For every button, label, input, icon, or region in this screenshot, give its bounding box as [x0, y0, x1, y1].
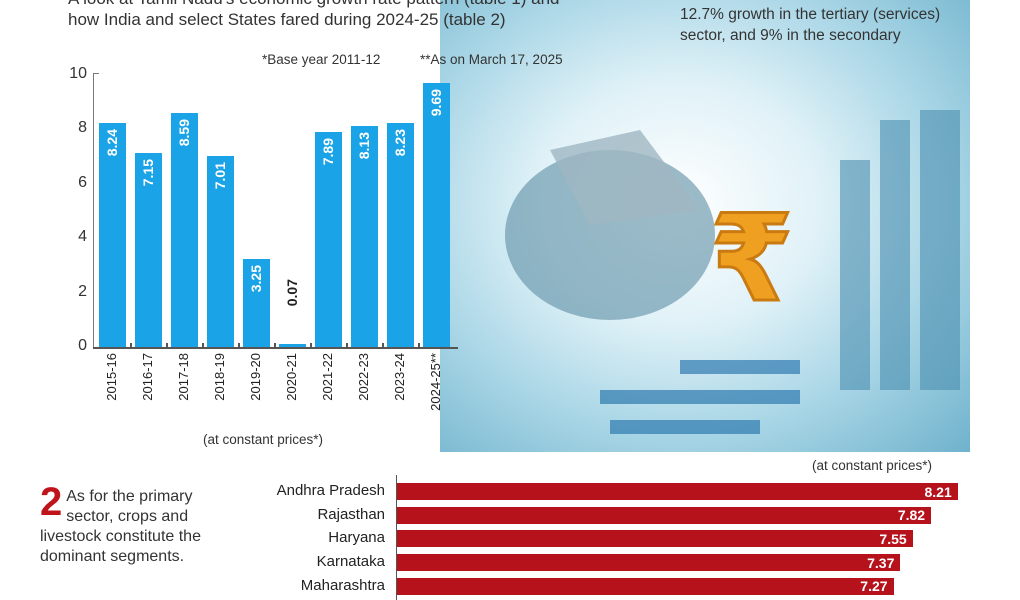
x-axis [93, 347, 458, 349]
tertiary-growth-text: 12.7% growth in the tertiary (services) … [680, 6, 941, 44]
state-value-label: 7.27 [860, 578, 888, 595]
point-number: 2 [40, 480, 63, 524]
bar [135, 152, 162, 347]
x-tick [274, 343, 276, 349]
state-label: Maharashtra [300, 576, 385, 594]
bar [279, 344, 306, 347]
state-label: Karnataka [316, 553, 385, 571]
x-tick [238, 343, 240, 349]
bar-value-label: 8.13 [356, 131, 372, 160]
intro-line-2: how India and select States fared during… [68, 10, 506, 29]
bar [171, 113, 198, 347]
decorative-finance-illustration: ₹ [440, 0, 970, 452]
y-axis-top-tick [93, 73, 99, 74]
bar-value-label: 3.25 [248, 264, 264, 292]
bar-value-label: 8.24 [104, 128, 120, 157]
x-tick-label: 2020-21 [284, 353, 299, 401]
state-bar [397, 506, 932, 524]
base-year-note: *Base year 2011-12 [262, 52, 381, 67]
bar-value-label: 9.69 [428, 89, 444, 117]
states-chart-note: (at constant prices*) [812, 458, 933, 473]
x-tick-label: 2023-24 [392, 353, 407, 401]
bar-value-label: 7.01 [212, 162, 228, 190]
intro-text: A look at Tamil Nadu's economic growth r… [68, 0, 559, 30]
bar [315, 132, 342, 347]
state-bar [397, 483, 958, 500]
x-tick-label: 2018-19 [212, 353, 227, 401]
y-tick-label: 6 [78, 173, 87, 191]
bar-value-label: 8.59 [176, 119, 192, 147]
as-on-note: **As on March 17, 2025 [420, 52, 563, 67]
svg-text:₹: ₹ [710, 190, 794, 329]
state-value-label: 8.21 [924, 483, 952, 500]
x-tick [382, 343, 384, 349]
state-value-label: 7.55 [879, 530, 907, 547]
state-value-label: 7.82 [897, 507, 926, 524]
y-tick-label: 2 [78, 282, 87, 300]
point-2-body: As for the primary sector, crops and liv… [40, 488, 201, 565]
x-tick [418, 343, 420, 349]
bar [351, 125, 378, 347]
x-tick [166, 343, 168, 349]
state-value-label: 7.37 [867, 554, 895, 571]
bar-value-label: 7.15 [140, 158, 156, 186]
state-bar [397, 530, 913, 548]
bar-value-label: 8.23 [392, 129, 408, 157]
bar-value-label: 7.89 [320, 138, 336, 166]
x-tick [310, 343, 312, 349]
x-tick-label: 2019-20 [248, 353, 263, 401]
y-tick-label: 10 [69, 65, 87, 82]
y-tick-label: 8 [78, 119, 87, 137]
x-tick-label: 2024-25** [428, 353, 443, 411]
bar [243, 258, 270, 347]
rupee-graphics-icon: ₹ [505, 110, 960, 434]
y-axis [93, 73, 94, 347]
states-axis-line [396, 475, 397, 600]
intro-line-1: A look at Tamil Nadu's economic growth r… [68, 0, 559, 9]
x-tick [346, 343, 348, 349]
x-tick [130, 343, 132, 349]
state-label: Andhra Pradesh [276, 482, 385, 499]
x-tick-label: 2015-16 [104, 353, 119, 401]
x-axis-label: (at constant prices*) [203, 432, 324, 447]
bar [387, 123, 414, 347]
x-tick-label: 2016-17 [140, 353, 155, 401]
state-label: Rajasthan [317, 505, 385, 523]
x-tick-label: 2022-23 [356, 353, 371, 401]
state-label: Haryana [328, 529, 385, 547]
state-bar [397, 554, 901, 572]
bar-value-label: 0.07 [284, 279, 300, 307]
x-tick [202, 343, 204, 349]
x-tick-label: 2017-18 [176, 353, 191, 401]
bar [99, 122, 126, 347]
y-tick-label: 4 [78, 228, 87, 246]
state-bar [397, 577, 894, 595]
point-2-text: 2 As for the primary sector, crops and l… [40, 480, 240, 567]
x-tick-label: 2021-22 [320, 353, 335, 401]
bar [207, 156, 234, 347]
y-tick-label: 0 [78, 337, 87, 354]
bar [423, 83, 450, 347]
